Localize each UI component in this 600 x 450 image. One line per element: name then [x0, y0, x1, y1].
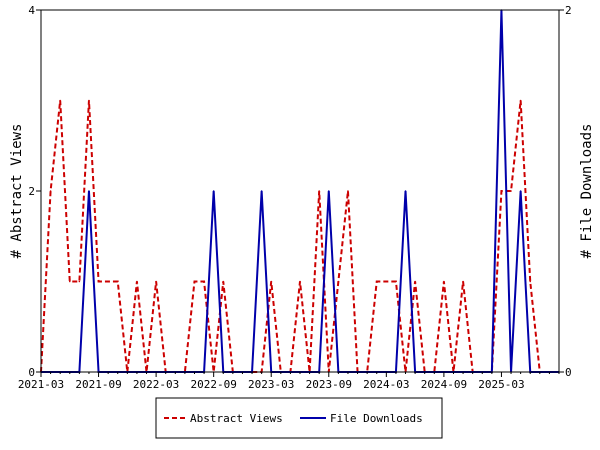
data-point-abstract-views: [375, 280, 378, 283]
data-point-abstract-views: [49, 190, 52, 192]
axes: 0 2 4 0 2 2021-03 2021-09 2022-03 2022-09 2023-03…: [18, 4, 572, 391]
data-point-abstract-views: [78, 280, 81, 283]
y-right-tick-label: 2: [565, 4, 572, 17]
x-tick-label: 2023-09: [306, 378, 352, 391]
data-point-abstract-views: [88, 99, 90, 102]
x-tick-label: 2021-09: [75, 378, 121, 391]
data-point-abstract-views: [107, 280, 109, 283]
data-point-abstract-views: [136, 280, 138, 283]
data-point-abstract-views: [203, 280, 205, 283]
y-left-tick-label: 4: [28, 4, 35, 17]
data-point-abstract-views: [193, 280, 196, 283]
x-tick-label: 2024-09: [421, 378, 467, 391]
data-point-file-downloads: [212, 190, 215, 192]
data-point-abstract-views: [222, 280, 225, 283]
x-tick-label: 2023-03: [248, 378, 294, 391]
x-tick-label: 2021-03: [18, 378, 64, 391]
x-tick-label: 2022-03: [133, 378, 179, 391]
data-point-abstract-views: [462, 280, 464, 283]
data-point-abstract-views: [500, 190, 503, 192]
data-point-abstract-views: [443, 280, 445, 283]
data-point-abstract-views: [299, 280, 301, 283]
data-point-abstract-views: [116, 280, 119, 283]
y-right-tick-label: 0: [565, 366, 572, 379]
data-point-file-downloads: [260, 190, 263, 192]
data-point-file-downloads: [519, 190, 522, 192]
data-point-abstract-views: [414, 280, 416, 283]
data-point-abstract-views: [155, 280, 157, 283]
data-point-abstract-views: [347, 190, 349, 192]
legend-label-file-downloads: File Downloads: [330, 412, 423, 425]
data-point-abstract-views: [337, 280, 340, 283]
legend: Abstract Views File Downloads: [155, 397, 443, 439]
data-point-file-downloads: [327, 190, 330, 192]
data-point-abstract-views: [510, 190, 512, 192]
data-point-abstract-views: [395, 280, 397, 283]
y-axis-left-title: # Abstract Views: [9, 124, 25, 259]
x-tick-label: 2022-09: [190, 378, 236, 391]
data-point-abstract-views: [68, 280, 71, 283]
x-tick-label: 2024-03: [363, 378, 409, 391]
data-point-abstract-views: [318, 190, 320, 192]
y-axis-right-title: # File Downloads: [579, 124, 595, 259]
data-point-abstract-views: [270, 280, 273, 283]
data-point-abstract-views: [519, 99, 522, 102]
legend-label-abstract-views: Abstract Views: [190, 412, 283, 425]
data-point-abstract-views: [97, 280, 100, 283]
data-point-abstract-views: [385, 280, 388, 283]
data-point-abstract-views: [529, 280, 532, 283]
x-tick-label: 2025-03: [478, 378, 524, 391]
y-left-tick-label: 0: [28, 366, 35, 379]
legend-box: [155, 397, 443, 439]
data-point-abstract-views: [59, 99, 61, 102]
y-left-tick-label: 2: [28, 185, 35, 198]
data-point-file-downloads: [404, 190, 407, 192]
data-point-file-downloads: [88, 190, 90, 192]
